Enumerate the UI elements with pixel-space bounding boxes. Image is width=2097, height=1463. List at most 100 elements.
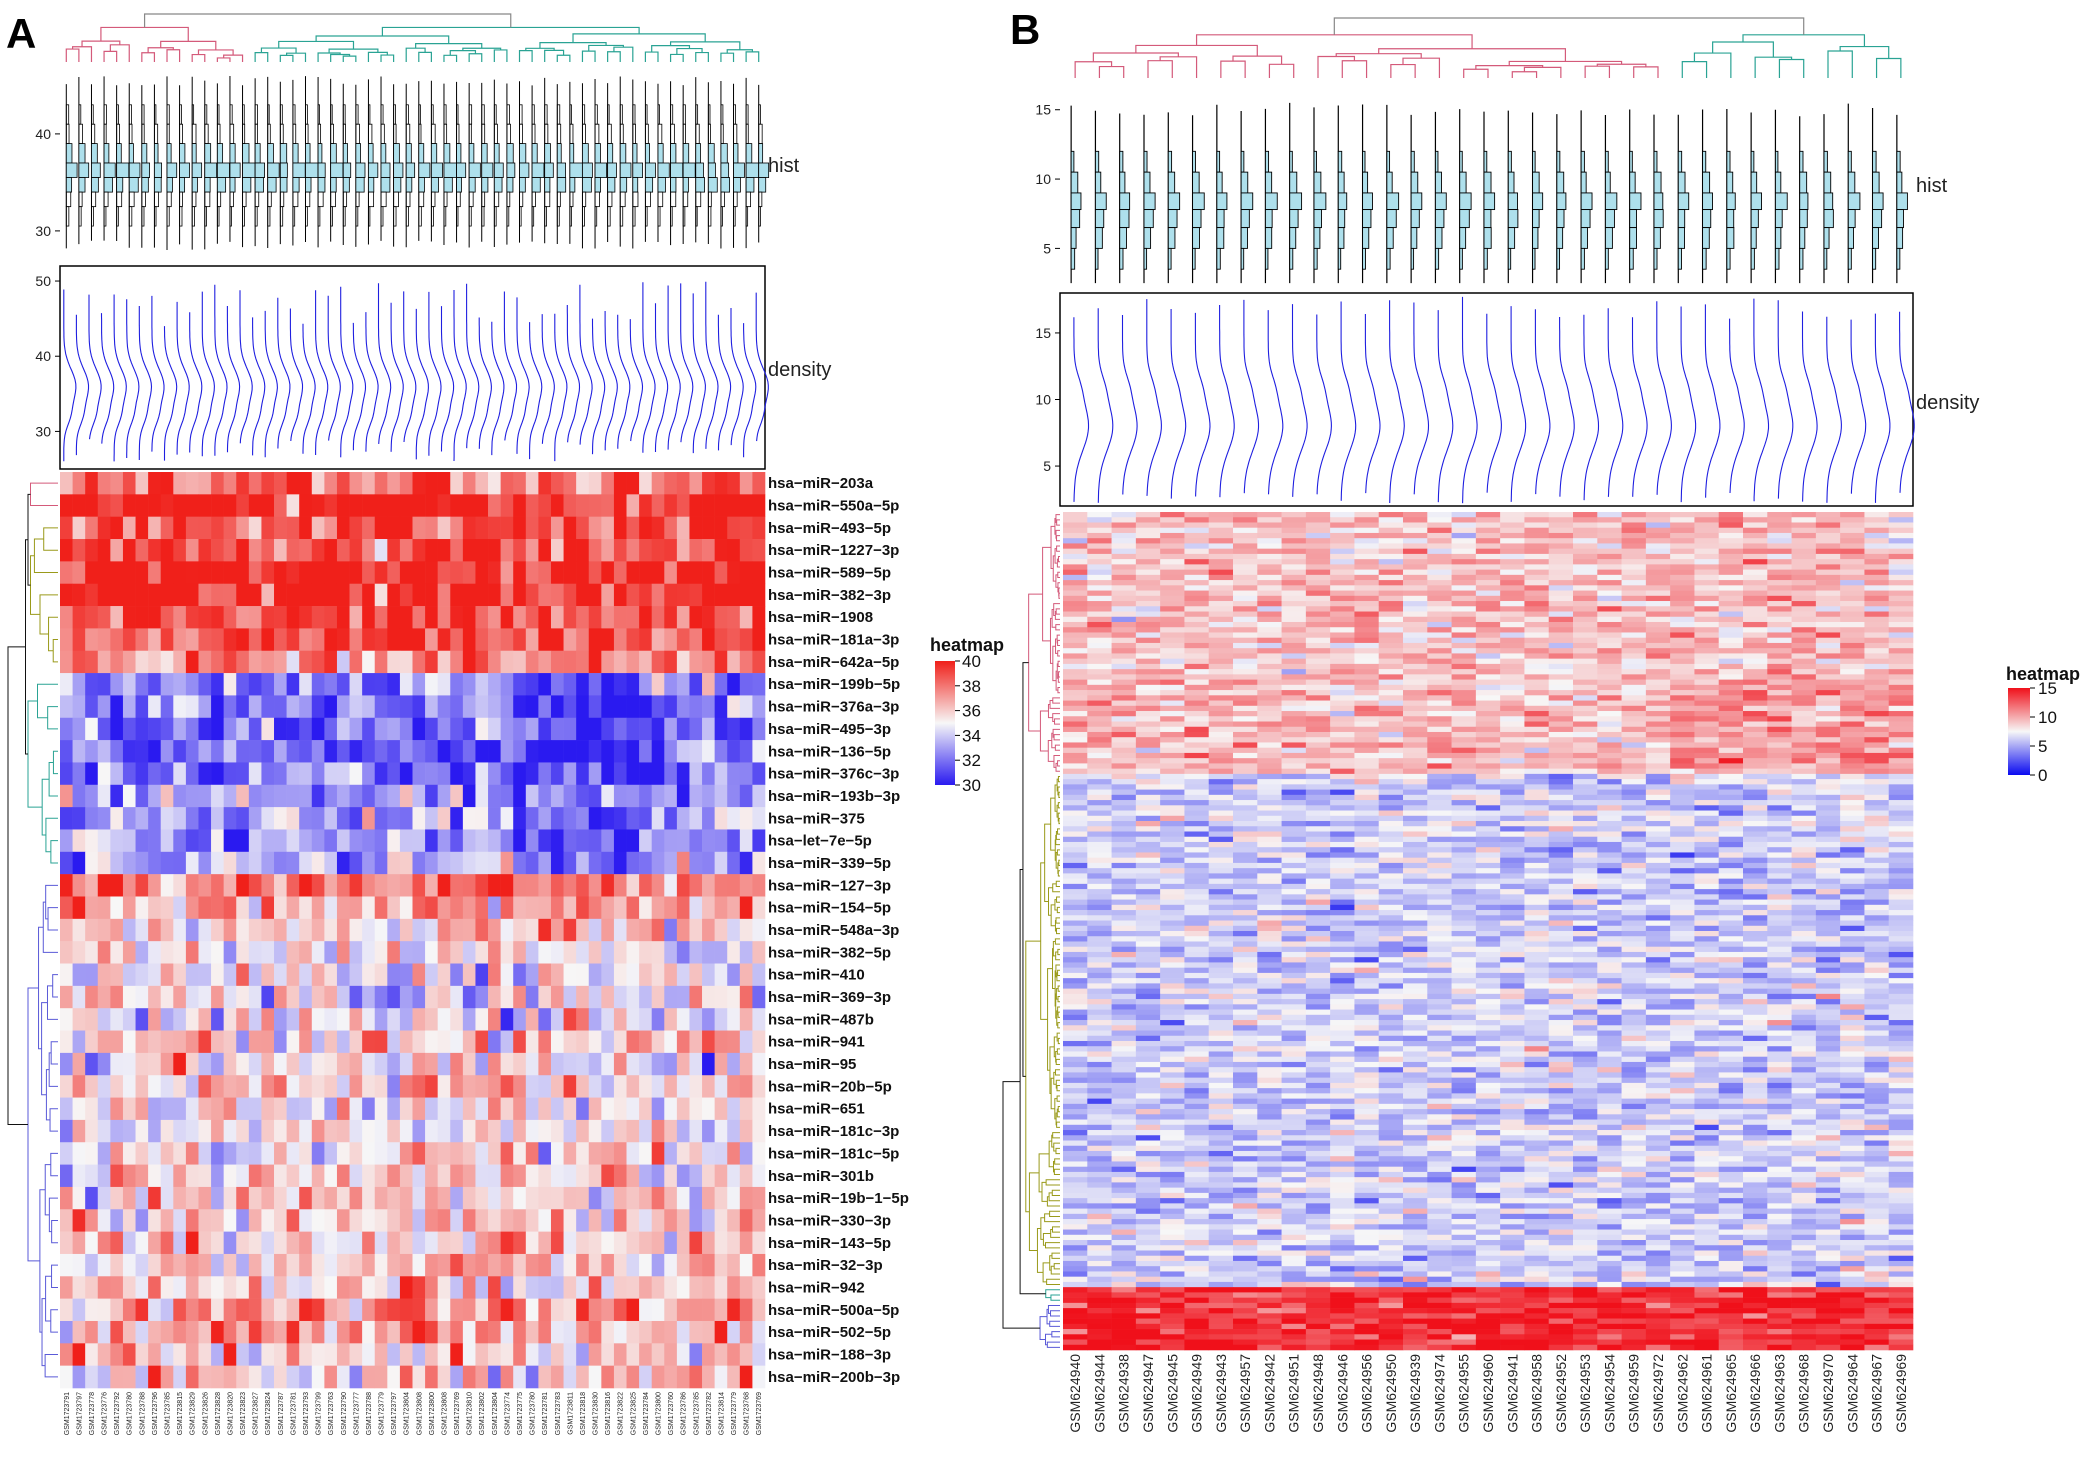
hist-bar [531,143,538,164]
heatmap-cell [513,851,527,875]
heatmap-cell [1233,700,1258,707]
heatmap-cell [173,628,187,652]
hist-bar [582,177,592,193]
dendrogram-branch [1054,744,1060,751]
heatmap-cell [1840,648,1865,654]
heatmap-cell [651,1097,665,1121]
heatmap-cell [1135,590,1161,597]
heatmap-cell [1305,716,1331,722]
heatmap-cell [450,1209,464,1232]
heatmap-cell [576,985,590,1009]
heatmap-cell [1208,637,1234,644]
dendrogram-root [1002,1081,1041,1329]
heatmap-cell [72,1343,86,1366]
heatmap-cell [1184,642,1210,649]
heatmap-cell [639,1298,652,1322]
heatmap-cell [72,583,86,607]
heatmap-cell [1767,632,1792,638]
heatmap-cell [576,1164,590,1188]
heatmap-cell [1670,569,1695,576]
heatmap-cell [1864,695,1890,701]
heatmap-cell [450,516,464,540]
heatmap-cell [1451,669,1477,675]
heatmap-cell [160,583,174,607]
heatmap-cell [1524,721,1550,728]
heatmap-cell [1500,512,1525,518]
heatmap-cell [72,874,86,897]
heatmap-cell [198,1253,212,1277]
heatmap-cell [336,695,350,719]
heatmap-cell [1233,658,1258,665]
hist-bar [531,206,535,227]
hist-bar [1726,150,1731,173]
heatmap-cell [651,784,665,808]
heatmap-cell [60,918,73,942]
heatmap-cell [488,1276,501,1299]
heatmap-cell [1111,553,1137,560]
heatmap-cell [1597,721,1622,728]
heatmap-cell [97,851,111,875]
heatmap-cell [97,1075,111,1098]
heatmap-cell [563,1276,577,1299]
column-label: GSM1723785 [165,1392,172,1435]
heatmap-cell [714,494,728,517]
heatmap-cell [576,740,590,763]
heatmap-cell [752,606,766,629]
heatmap-cell [1403,637,1428,644]
heatmap-cell [1281,627,1307,633]
heatmap-cell [626,784,640,808]
heatmap-cell [425,561,438,585]
heatmap-cell [437,494,451,517]
heatmap-cell [336,1075,350,1098]
heatmap-cell [1524,695,1550,701]
dendrogram-branch [46,985,58,1020]
heatmap-cell [399,918,413,942]
heatmap-cell [160,1119,174,1143]
hist-bar [355,177,365,193]
hist-bar [267,162,280,178]
heatmap-cell [299,1276,313,1299]
hist-bar [179,143,186,164]
heatmap-cell [727,472,741,495]
heatmap-cell [1621,705,1647,712]
heatmap-cell [613,963,627,987]
heatmap-cell [173,539,187,562]
heatmap-cell [1208,726,1234,733]
heatmap-cell [110,1276,124,1299]
legend-tick-label: 36 [962,702,981,721]
heatmap-cell [500,695,514,719]
heatmap-cell [1354,564,1380,570]
hist-bar [128,177,139,193]
heatmap-cell [714,1186,728,1210]
heatmap-cell [1888,532,1914,539]
dendrogram-branch [342,55,357,62]
heatmap-cell [1135,564,1161,570]
heatmap-cell [1233,532,1258,539]
heatmap-cell [1403,538,1428,544]
heatmap-cell [349,963,363,987]
heatmap-cell [475,1365,489,1389]
heatmap-cell [752,1030,766,1054]
heatmap-cell [563,539,577,562]
hist-bar [1434,209,1445,229]
heatmap-cell [1257,679,1282,686]
heatmap-cell [148,494,162,517]
heatmap-cell [475,918,489,942]
heatmap-cell [236,1231,250,1255]
heatmap-cell [513,516,527,540]
heatmap-cell [1475,663,1501,670]
heatmap-cell [1208,574,1234,581]
heatmap-cell [274,539,287,562]
heatmap-cell [1475,553,1501,560]
heatmap-cell [425,1186,438,1210]
heatmap-cell [122,561,136,585]
heatmap-cell [727,985,741,1009]
heatmap-cell [248,1298,262,1322]
heatmap-cell [1500,632,1525,638]
heatmap-cell [387,1052,401,1076]
hist-bar [1167,150,1173,173]
heatmap-cell [1087,512,1112,518]
heatmap-cell [425,1231,438,1255]
heatmap-cell [1135,690,1161,696]
heatmap-cell [513,673,527,696]
